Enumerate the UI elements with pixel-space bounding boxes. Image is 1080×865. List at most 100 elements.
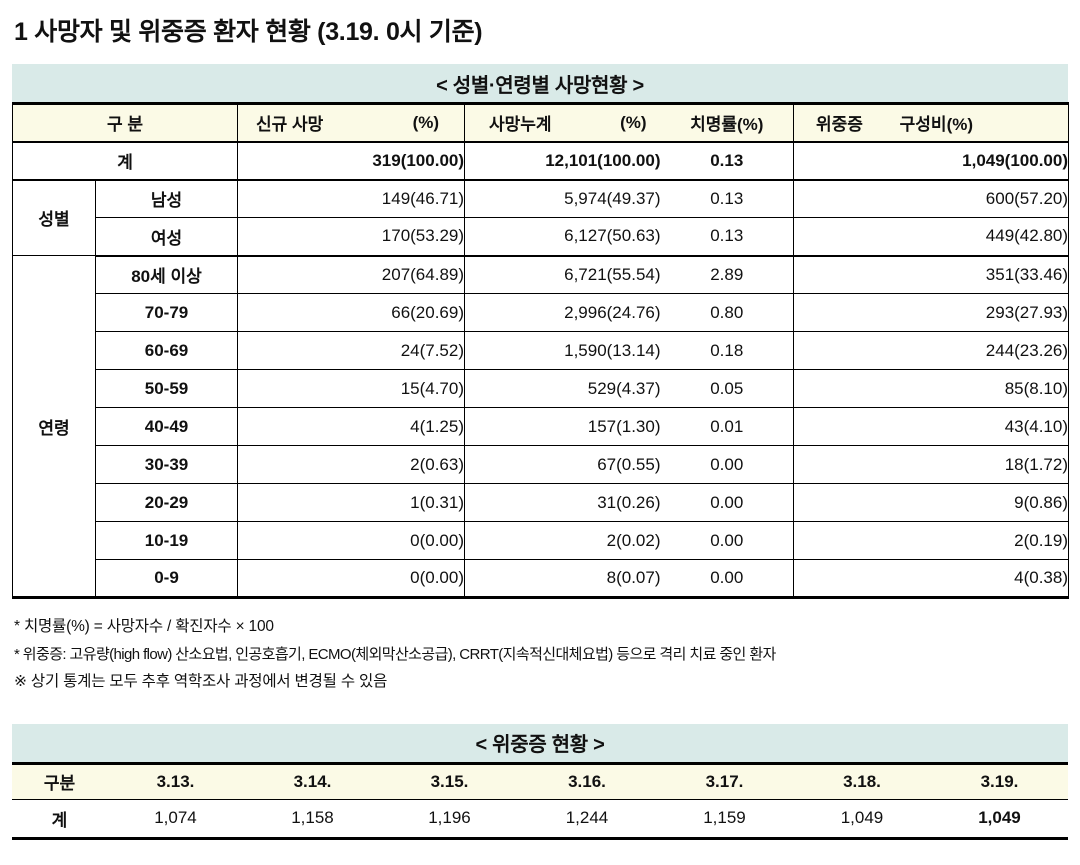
- age-row-70-79: 70-79 66(20.69) 2,996(24.76) 0.80 293(27…: [13, 293, 1069, 332]
- cell-critical: 1,049(100.00): [793, 141, 1069, 181]
- col-header-date: 3.15.: [381, 763, 518, 800]
- cell-critical: 9(0.86): [793, 483, 1069, 522]
- col-header-date: 3.17.: [656, 763, 793, 800]
- cell-critical: 351(33.46): [793, 255, 1069, 294]
- row-label: 30-39: [95, 445, 239, 484]
- cell-cum-deaths: 2(0.02): [464, 521, 661, 560]
- cell-fatality-rate: 0.13: [660, 217, 795, 257]
- age-row-50-59: 50-59 15(4.70) 529(4.37) 0.05 85(8.10): [13, 369, 1069, 408]
- col-header-cum-deaths: 사망누계 (%): [464, 103, 661, 143]
- cell-critical: 4(0.38): [1014, 568, 1069, 587]
- col-header-new-deaths-label: 신규 사망: [256, 115, 324, 135]
- row-label: 70-79: [95, 293, 239, 332]
- group-label-age: 연령: [12, 255, 96, 598]
- age-row-40-49: 40-49 4(1.25) 157(1.30) 0.01 43(4.10): [13, 407, 1069, 446]
- cell-critical-count-latest: 1,049: [978, 808, 1021, 828]
- critical-table-header-row: 구분 3.13. 3.14. 3.15. 3.16. 3.17. 3.18. 3…: [12, 763, 1068, 800]
- col-header-cum-deaths-pct: (%): [620, 112, 647, 132]
- row-label: 60-69: [95, 331, 239, 370]
- cell-new-deaths: 170(53.29): [237, 217, 466, 257]
- death-status-table: 구 분 신규 사망 (%) 사망누계 (%) 치명률(%) 위중: [12, 102, 1070, 599]
- death-table-header-row: 구 분 신규 사망 (%) 사망누계 (%) 치명률(%) 위중: [12, 103, 1069, 143]
- cell-cum-deaths: 12,101(100.00): [464, 141, 661, 181]
- col-header-date: 3.16.: [518, 763, 656, 800]
- cell-cum-deaths: 1,590(13.14): [464, 331, 661, 370]
- group-label-gender: 성별: [12, 179, 96, 256]
- cell-critical-count: 1,196: [428, 808, 471, 828]
- col-header-critical-pct: 구성비(%): [899, 115, 974, 135]
- cell-fatality-rate: 0.01: [660, 407, 795, 446]
- page-title: 1 사망자 및 위중증 환자 현황 (3.19. 0시 기준): [14, 18, 483, 46]
- cell-critical: 600(57.20): [793, 179, 1069, 218]
- age-row-60-69: 60-69 24(7.52) 1,590(13.14) 0.18 244(23.…: [13, 331, 1069, 370]
- cell-critical-count: 1,049: [840, 808, 884, 828]
- cell-fatality-rate: 0.18: [660, 331, 795, 370]
- age-row-10-19: 10-19 0(0.00) 2(0.02) 0.00 2(0.19): [13, 521, 1069, 560]
- critical-total-row: 계 1,074 1,158 1,196 1,244 1,159 1,049 1,…: [12, 799, 1068, 838]
- critical-section: < 위중증 현황 > 구분 3.13. 3.14. 3.15. 3.16. 3.…: [12, 723, 1068, 840]
- cell-cum-deaths: 5,974(49.37): [464, 179, 661, 218]
- age-row-20-29: 20-29 1(0.31) 31(0.26) 0.00 9(0.86): [13, 483, 1069, 522]
- footnote-critical-definition: * 위중증: 고유량(high flow) 산소요법, 인공호흡기, ECMO(…: [14, 645, 776, 663]
- cell-cum-deaths: 6,127(50.63): [464, 217, 661, 257]
- cell-new-deaths: 66(20.69): [237, 293, 466, 332]
- col-header-date: 3.19.: [931, 763, 1068, 800]
- row-label: 계: [51, 810, 68, 830]
- death-section-title: < 성별·연령별 사망현황 >: [12, 64, 1068, 102]
- cell-cum-deaths: 529(4.37): [464, 369, 661, 408]
- col-header-date: 3.13.: [107, 763, 244, 800]
- cell-new-deaths: 319(100.00): [237, 141, 466, 181]
- col-header-category: 구 분: [12, 103, 239, 143]
- cell-critical: 2(0.19): [793, 521, 1069, 560]
- cell-cum-deaths: 67(0.55): [464, 445, 661, 484]
- cell-fatality-rate: 0.00: [660, 445, 795, 484]
- footnote-statistics-notice: ※ 상기 통계는 모두 추후 역학조사 과정에서 변경될 수 있음: [14, 672, 388, 690]
- cell-new-deaths: 4(1.25): [237, 407, 466, 446]
- cell-fatality-rate: 2.89: [660, 255, 795, 294]
- col-header-category: 구분: [12, 763, 107, 800]
- age-row-0-9: 0-9 0(0.00) 8(0.07) 0.00 4(0.38): [13, 559, 1069, 598]
- footnote-fatality-formula: * 치명률(%) = 사망자수 / 확진자수 × 100: [14, 618, 274, 635]
- col-header-critical: 위중증 구성비(%): [793, 103, 1069, 143]
- col-header-date: 3.18.: [793, 763, 931, 800]
- critical-section-title: < 위중증 현황 >: [12, 723, 1068, 762]
- cell-new-deaths: 0(0.00): [237, 559, 466, 598]
- cell-fatality-rate: 0.00: [660, 559, 795, 598]
- gender-row-female: 여성 170(53.29) 6,127(50.63) 0.13 449(42.8…: [13, 217, 1069, 257]
- col-header-cum-deaths-label: 사망누계: [489, 115, 552, 135]
- cell-cum-deaths: 2,996(24.76): [464, 293, 661, 332]
- total-row-label: 계: [12, 141, 239, 181]
- cell-fatality-rate: 0.80: [660, 293, 795, 332]
- footnotes: * 치명률(%) = 사망자수 / 확진자수 × 100 * 위중증: 고유량(…: [14, 613, 1068, 696]
- row-label: 여성: [95, 217, 239, 257]
- cell-cum-deaths: 8(0.07): [606, 568, 661, 587]
- cell-new-deaths: 0(0.00): [237, 521, 466, 560]
- row-label: 남성: [95, 179, 239, 218]
- cell-critical: 43(4.10): [793, 407, 1069, 446]
- cell-new-deaths: 1(0.31): [237, 483, 466, 522]
- cell-critical-count: 1,244: [565, 808, 609, 828]
- cell-fatality-rate: 0.05: [660, 369, 795, 408]
- row-label: 10-19: [95, 521, 239, 560]
- cell-critical-count: 1,074: [154, 808, 197, 828]
- col-header-new-deaths-pct: (%): [412, 112, 440, 132]
- cell-critical: 85(8.10): [793, 369, 1069, 408]
- cell-new-deaths: 207(64.89): [237, 255, 466, 294]
- row-label: 80세 이상: [95, 255, 239, 294]
- row-label: 20-29: [95, 483, 239, 522]
- col-header-new-deaths: 신규 사망 (%): [237, 103, 466, 143]
- cell-cum-deaths: 157(1.30): [464, 407, 661, 446]
- cell-critical: 244(23.26): [793, 331, 1069, 370]
- age-row-30-39: 30-39 2(0.63) 67(0.55) 0.00 18(1.72): [13, 445, 1069, 484]
- age-row-80plus: 연령 80세 이상 207(64.89) 6,721(55.54) 2.89 3…: [12, 255, 1069, 598]
- cell-fatality-rate: 0.00: [660, 483, 795, 522]
- cell-new-deaths: 24(7.52): [237, 331, 466, 370]
- total-row: 계 319(100.00) 12,101(100.00) 0.13 1,049(…: [12, 141, 1069, 181]
- cell-new-deaths: 2(0.63): [237, 445, 466, 484]
- cell-critical: 18(1.72): [793, 445, 1069, 484]
- gender-row-male: 성별 남성 149(46.71) 5,974(49.37) 0.13 600(5…: [12, 179, 1069, 256]
- cell-new-deaths: 15(4.70): [237, 369, 466, 408]
- row-label: 40-49: [95, 407, 239, 446]
- cell-fatality-rate: 0.13: [660, 141, 795, 181]
